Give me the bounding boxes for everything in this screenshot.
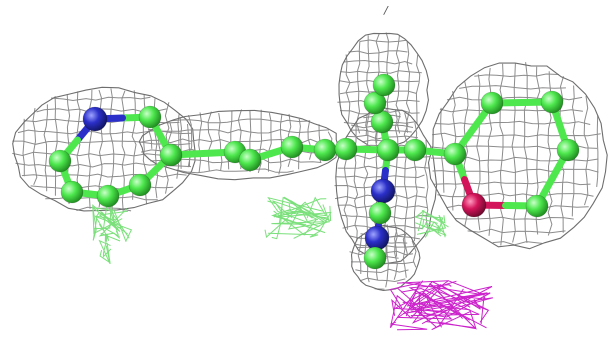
difference-density-mesh [90, 196, 494, 331]
positive-density-lobe [90, 204, 133, 242]
carbon-atom [480, 91, 504, 115]
nitrogen-atom [82, 106, 108, 132]
carbon-atom [238, 148, 262, 172]
carbon-atom [376, 138, 400, 162]
carbon-atom [334, 137, 358, 161]
atom-spheres [48, 73, 580, 270]
carbon-atom [60, 180, 84, 204]
carbon-atom [403, 138, 427, 162]
stray-mark: / [384, 4, 388, 17]
carbon-atom [370, 110, 394, 134]
positive-density-lobe [414, 209, 449, 238]
carbon-atom [556, 138, 580, 162]
carbon-atom [96, 184, 120, 208]
carbon-atom [372, 73, 396, 97]
carbon-atom [280, 135, 304, 159]
carbon-atom [48, 149, 72, 173]
oxygen-atom [461, 192, 487, 218]
nitrogen-atom [364, 225, 390, 251]
carbon-atom [540, 90, 564, 114]
nitrogen-atom [370, 178, 396, 204]
negative-density-lobe [389, 280, 494, 331]
density-mesh-lobe [337, 32, 430, 149]
positive-density-lobe [98, 233, 112, 265]
carbon-atom [363, 91, 387, 115]
carbon-atom [159, 143, 183, 167]
carbon-atom [128, 173, 152, 197]
carbon-atom [313, 138, 337, 162]
carbon-atom [363, 246, 387, 270]
carbon-atom [368, 201, 392, 225]
carbon-atom [443, 142, 467, 166]
positive-density-lobe [264, 196, 332, 240]
carbon-atom [138, 105, 162, 129]
carbon-atom [525, 194, 549, 218]
